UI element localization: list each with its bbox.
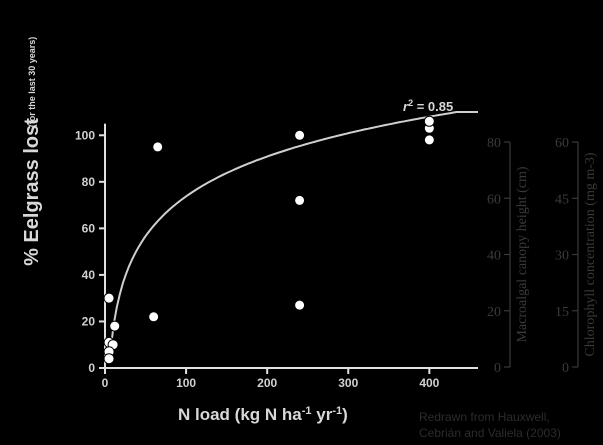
credit-line-2: Cebrián and Valiela (2003) (419, 426, 561, 440)
secondary-axis-title: Chlorophyll concentration (mg m-3) (583, 152, 598, 356)
y-axis-title: % Eelgrass lost (21, 118, 43, 266)
fit-curve (109, 111, 478, 350)
data-point (294, 299, 306, 311)
credit-line-1: Redrawn from Hauxwell, (419, 410, 550, 424)
x-axis-label: N load (kg N ha-1 yr-1) (178, 405, 348, 424)
secondary-axis-tick-label: 45 (555, 192, 569, 207)
fit-label: r2 = 0.85 (403, 98, 453, 114)
secondary-axis-title: Macroalgal canopy height (cm) (515, 166, 530, 342)
secondary-axis-label: Macroalgal canopy height (cm) (515, 166, 530, 342)
y-axis-label: % Eelgrass lost (21, 118, 43, 266)
x-tick-label: 400 (419, 376, 439, 390)
secondary-axis-label: Chlorophyll concentration (mg m-3) (583, 152, 598, 356)
svg-text:(for the last 30 years): (for the last 30 years) (27, 37, 37, 128)
secondary-axis-tick-label: 60 (555, 136, 569, 151)
x-tick-label: 300 (338, 376, 358, 390)
data-point (148, 311, 160, 323)
y-tick-label: 20 (82, 314, 96, 328)
y-tick-label: 0 (88, 361, 95, 375)
secondary-axis-tick-label: 40 (487, 249, 501, 264)
secondary-axis-tick-label: 20 (487, 305, 501, 320)
secondary-axis-tick-label: 0 (494, 361, 501, 376)
data-point (294, 194, 306, 206)
secondary-axis-tick-label: 80 (487, 136, 501, 151)
x-tick-label: 0 (102, 376, 109, 390)
data-point (423, 134, 435, 146)
secondary-axis-tick-label: 60 (487, 192, 501, 207)
y-tick-label: 80 (82, 175, 96, 189)
plot-area: 0 20 40 60 80 100 0 100 200 300 400 (75, 111, 478, 390)
data-point (152, 141, 164, 153)
data-point (103, 353, 115, 365)
data-point (109, 320, 121, 332)
x-tick-label: 100 (176, 376, 196, 390)
svg-text:% Eelgrass lost: % Eelgrass lost (21, 118, 43, 266)
secondary-axis-tick-label: 30 (555, 249, 569, 264)
secondary-axis-tick-label: 15 (555, 305, 569, 320)
data-point (103, 292, 115, 304)
data-point (423, 115, 435, 127)
y-tick-label: 40 (82, 268, 96, 282)
y-tick-label: 60 (82, 221, 96, 235)
x-tick-label: 200 (257, 376, 277, 390)
data-point (294, 129, 306, 141)
y-tick-label: 100 (75, 128, 95, 142)
y-axis-note: (for the last 30 years) (27, 37, 37, 128)
secondary-axes: 0 20 40 60 80 Macroalgal canopy height (cm) 0 1… (487, 136, 598, 376)
secondary-axis-tick-label: 0 (562, 361, 569, 376)
